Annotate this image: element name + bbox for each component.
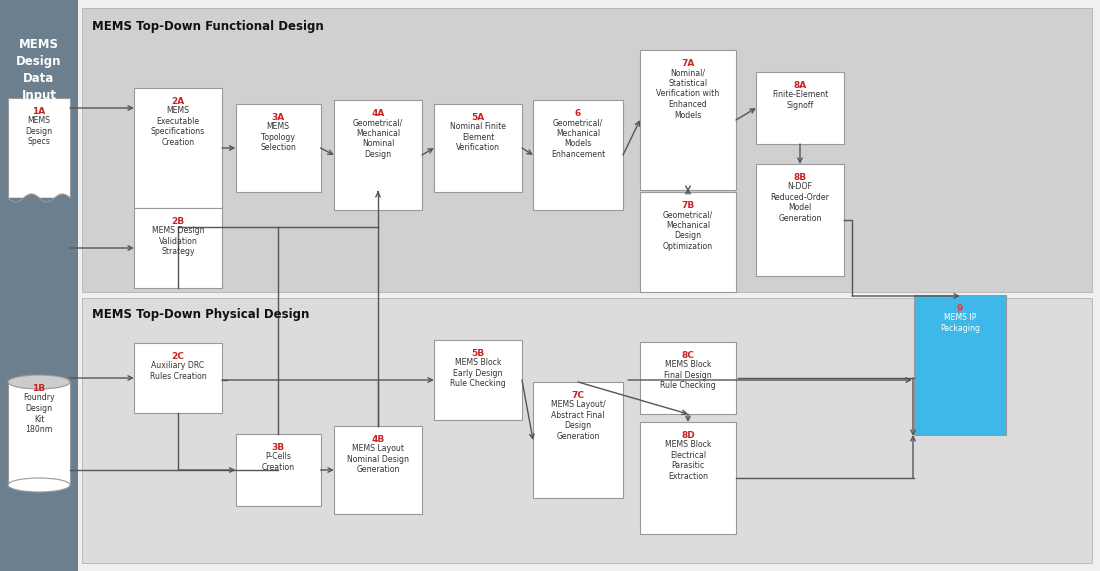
Bar	[334, 100, 422, 210]
Bar	[534, 382, 623, 498]
Bar	[8, 98, 70, 198]
Text: 8B: 8B	[793, 173, 806, 182]
Text: MEMS Block
Electrical
Parasitic
Extraction: MEMS Block Electrical Parasitic Extracti…	[664, 440, 712, 481]
Bar	[235, 434, 320, 506]
Text: Foundry
Design
Kit
180nm: Foundry Design Kit 180nm	[23, 393, 55, 435]
Text: 8A: 8A	[793, 81, 806, 90]
Text: Auxiliary DRC
Rules Creation: Auxiliary DRC Rules Creation	[150, 361, 207, 381]
Text: 8C: 8C	[682, 351, 694, 360]
Bar	[640, 422, 736, 534]
Text: MEMS IP
Packaging: MEMS IP Packaging	[940, 313, 980, 333]
Text: 3A: 3A	[272, 113, 285, 122]
Text: 4A: 4A	[372, 109, 385, 118]
Bar	[82, 8, 1092, 292]
Text: 7C: 7C	[572, 391, 584, 400]
Text: 5B: 5B	[472, 349, 485, 358]
Text: 7A: 7A	[681, 59, 695, 68]
Text: 9: 9	[957, 304, 964, 313]
Text: MEMS Block
Final Design
Rule Checking: MEMS Block Final Design Rule Checking	[660, 360, 716, 391]
Text: MEMS Design
Validation
Strategy: MEMS Design Validation Strategy	[152, 226, 205, 256]
Bar	[434, 104, 522, 192]
Bar	[434, 340, 522, 420]
Bar	[756, 164, 844, 276]
Text: 4B: 4B	[372, 435, 385, 444]
Text: 2B: 2B	[172, 217, 185, 226]
Bar	[134, 88, 222, 208]
Bar	[235, 104, 320, 192]
Ellipse shape	[8, 478, 70, 492]
Text: MEMS Layout
Nominal Design
Generation: MEMS Layout Nominal Design Generation	[346, 444, 409, 475]
Text: 8D: 8D	[681, 431, 695, 440]
Text: MEMS
Topology
Selection: MEMS Topology Selection	[260, 122, 296, 152]
Bar	[134, 208, 222, 288]
Bar	[640, 342, 736, 414]
Bar	[334, 426, 422, 514]
Text: MEMS Layout/
Abstract Final
Design
Generation: MEMS Layout/ Abstract Final Design Gener…	[551, 400, 605, 441]
Text: 5A: 5A	[472, 113, 485, 122]
Ellipse shape	[8, 375, 70, 389]
Text: MEMS
Design
Specs: MEMS Design Specs	[25, 116, 53, 147]
Bar	[82, 298, 1092, 563]
Bar	[756, 72, 844, 144]
Text: Nominal/
Statistical
Verification with
Enhanced
Models: Nominal/ Statistical Verification with E…	[657, 68, 719, 120]
Text: 6: 6	[575, 109, 581, 118]
Bar	[640, 192, 736, 292]
Bar	[914, 295, 1006, 435]
Text: Finite-Element
Signoff: Finite-Element Signoff	[772, 90, 828, 110]
Bar	[640, 50, 736, 190]
Text: Geometrical/
Mechanical
Design
Optimization: Geometrical/ Mechanical Design Optimizat…	[663, 210, 713, 251]
Bar	[0, 0, 78, 571]
Text: 3B: 3B	[272, 443, 285, 452]
Text: Nominal Finite
Element
Verification: Nominal Finite Element Verification	[450, 122, 506, 152]
Text: MEMS Top-Down Functional Design: MEMS Top-Down Functional Design	[92, 20, 323, 33]
Text: 2A: 2A	[172, 97, 185, 106]
Bar	[534, 100, 623, 210]
Text: Geometrical/
Mechanical
Nominal
Design: Geometrical/ Mechanical Nominal Design	[353, 118, 403, 159]
Bar	[134, 343, 222, 413]
Text: MEMS Top-Down Physical Design: MEMS Top-Down Physical Design	[92, 308, 309, 321]
Text: MEMS
Design
Data
Input: MEMS Design Data Input	[16, 38, 62, 102]
Text: Geometrical/
Mechanical
Models
Enhancement: Geometrical/ Mechanical Models Enhanceme…	[551, 118, 605, 159]
Bar	[8, 382, 70, 485]
Text: 7B: 7B	[681, 201, 694, 210]
Text: 1A: 1A	[32, 107, 45, 116]
Text: P-Cells
Creation: P-Cells Creation	[262, 452, 295, 472]
Text: 2C: 2C	[172, 352, 185, 361]
Text: 1B: 1B	[32, 384, 45, 393]
Text: N-DOF
Reduced-Order
Model
Generation: N-DOF Reduced-Order Model Generation	[771, 182, 829, 223]
Text: MEMS Block
Early Design
Rule Checking: MEMS Block Early Design Rule Checking	[450, 358, 506, 388]
Text: MEMS
Executable
Specifications
Creation: MEMS Executable Specifications Creation	[151, 106, 205, 147]
